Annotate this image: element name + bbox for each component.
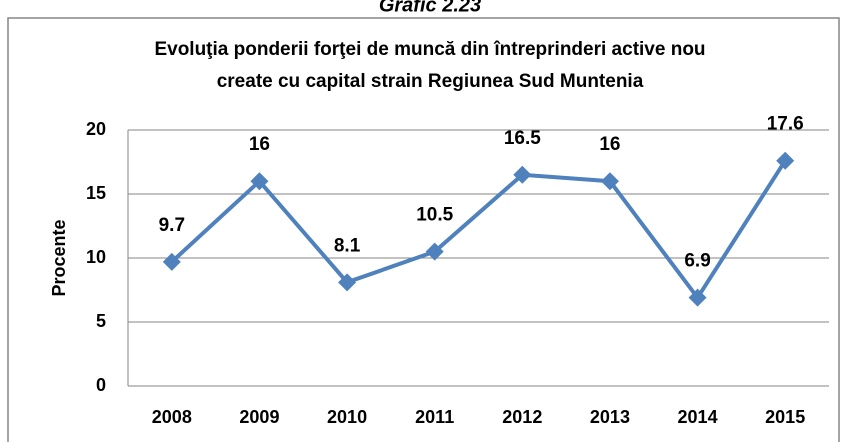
y-axis-label: Procente [49, 219, 69, 296]
x-tick-label: 2010 [327, 407, 367, 427]
x-tick-label: 2013 [590, 407, 630, 427]
marker [776, 151, 795, 170]
y-tick-label: 0 [96, 375, 106, 395]
marker [513, 165, 532, 184]
data-label: 16 [249, 134, 270, 155]
marker [338, 273, 357, 292]
y-tick-label: 15 [86, 183, 106, 203]
line [170, 159, 787, 302]
marker [688, 288, 707, 307]
marker [162, 252, 181, 271]
chart-title: create cu capital strain Regiunea Sud Mu… [217, 71, 644, 92]
x-tick-label: 2014 [678, 407, 718, 427]
marker [600, 172, 619, 191]
data-label: 17.6 [767, 114, 804, 135]
data-label: 6.9 [684, 251, 710, 272]
chart-frame [7, 17, 840, 442]
x-tick-label: 2011 [415, 407, 454, 427]
marker [250, 172, 269, 191]
data-label: 8.1 [334, 235, 361, 256]
y-tick-label: 10 [86, 247, 106, 267]
y-tick-label: 20 [86, 119, 106, 139]
x-tick-label: 2012 [502, 407, 542, 427]
x-tick-label: 2015 [765, 407, 805, 427]
chart-title: Evoluţia ponderii forţei de muncă din în… [154, 39, 705, 60]
data-label: 16.5 [504, 128, 541, 149]
data-label: 16 [599, 134, 620, 155]
x-tick-label: 2008 [152, 407, 192, 427]
data-label: 10.5 [416, 205, 453, 226]
y-tick-label: 5 [96, 311, 106, 331]
x-tick-label: 2009 [239, 407, 279, 427]
data-label: 9.7 [159, 215, 185, 236]
caption: Grafic 2.23 [379, 0, 481, 16]
marker [425, 242, 444, 261]
